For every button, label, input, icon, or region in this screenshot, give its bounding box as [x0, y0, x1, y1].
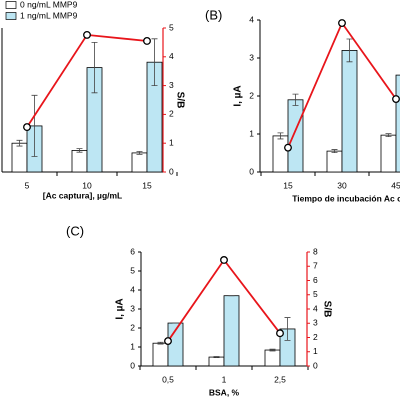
sb-point: [276, 329, 284, 338]
bar: [223, 295, 240, 367]
y2-tick-label: 1: [313, 346, 318, 356]
error-bar: [385, 133, 392, 138]
panel-label: (C): [66, 223, 84, 238]
x-tick-label: 15: [142, 180, 152, 190]
y2-tick-label: 5: [169, 22, 174, 32]
sb-point: [220, 256, 228, 264]
y2-tick-label: 4: [313, 303, 318, 313]
error-bar: [136, 151, 143, 155]
error-bar: [91, 42, 98, 94]
y-tick-label: 0: [249, 166, 254, 176]
y2-tick-label: 4: [169, 51, 174, 61]
y-tick-label: 2: [249, 90, 254, 100]
sb-point: [284, 143, 292, 152]
y2-tick-label: 5: [313, 289, 318, 299]
y2-tick-label: 0: [313, 360, 318, 370]
bar: [341, 50, 358, 173]
sb-point: [392, 95, 400, 103]
x-tick-label: 1: [222, 374, 227, 384]
y-tick-label: 2: [130, 322, 135, 332]
y2-tick-label: 1: [169, 137, 174, 147]
y-tick-label: 4: [249, 14, 254, 24]
y2-axis-label: S/B: [174, 92, 185, 109]
y-tick-label: 0: [130, 360, 135, 370]
bar: [287, 99, 304, 173]
bar: [11, 142, 28, 173]
bar: [152, 342, 169, 367]
legend-swatch: [5, 1, 17, 9]
y2-tick-label: 3: [313, 318, 318, 328]
y-tick-label: 1: [130, 341, 135, 351]
y2-tick-label: 3: [169, 80, 174, 90]
error-bar: [157, 341, 164, 345]
legend-label: 0 ng/mL MMP9: [20, 0, 78, 9]
bar: [264, 349, 281, 367]
y2-tick-label: 8: [313, 246, 318, 256]
error-bar: [346, 38, 353, 63]
x-tick-label: 15: [283, 180, 293, 190]
error-bar: [269, 348, 276, 352]
error-bar: [277, 132, 284, 140]
sb-point: [164, 337, 172, 346]
x-axis-label: [Ac captura], µg/mL: [43, 190, 123, 200]
error-bar: [284, 317, 291, 341]
x-tick-label: 2,5: [274, 374, 286, 384]
y2-tick-label: 2: [313, 332, 318, 342]
bar: [272, 135, 289, 173]
error-bar: [76, 148, 83, 153]
sb-point: [143, 37, 151, 45]
x-tick-label: 30: [337, 180, 347, 190]
y-tick-label: 3: [130, 303, 135, 313]
y2-axis-label: S/B: [321, 301, 332, 318]
panel-label: (B): [205, 7, 222, 22]
error-bar: [331, 149, 338, 154]
bar: [131, 152, 148, 173]
bar: [326, 150, 343, 173]
y-tick-label: 3: [249, 52, 254, 62]
x-axis-label: BSA, %: [209, 387, 240, 397]
bar: [395, 74, 400, 173]
sb-point: [23, 123, 31, 132]
y2-tick-label: 2: [169, 109, 174, 119]
y2-tick-label: 7: [313, 261, 318, 271]
error-bar: [151, 38, 158, 86]
x-tick-label: 0,5: [162, 374, 174, 384]
sb-point: [338, 19, 346, 27]
bar: [71, 149, 88, 173]
error-bar: [213, 356, 220, 359]
sb-point: [83, 30, 91, 39]
y-tick-label: 6: [130, 246, 135, 256]
x-axis-label: Tiempo de incubación Ac captura: [292, 193, 400, 203]
bar: [208, 356, 225, 367]
legend-swatch: [5, 12, 17, 20]
error-bar: [31, 94, 38, 157]
y2-tick-label: 6: [313, 275, 318, 285]
y-tick-label: 1: [249, 128, 254, 138]
y-axis-label: I, µA: [233, 85, 244, 106]
error-bar: [292, 93, 299, 106]
y-tick-label: 4: [130, 284, 135, 294]
legend-label: 1 ng/mL MMP9: [20, 10, 78, 20]
x-tick-label: 10: [82, 180, 92, 190]
error-bar: [16, 139, 23, 147]
x-tick-label: 5: [25, 180, 30, 190]
bar: [380, 134, 397, 173]
x-tick-label: 45: [391, 180, 400, 190]
y2-tick-label: 0: [169, 166, 174, 176]
y-axis-label: I, µA: [115, 298, 126, 319]
y-tick-label: 5: [130, 265, 135, 275]
